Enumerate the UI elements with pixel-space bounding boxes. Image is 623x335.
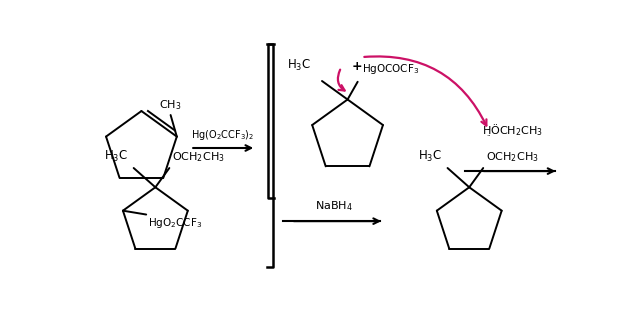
- Text: OCH$_2$CH$_3$: OCH$_2$CH$_3$: [487, 150, 539, 164]
- Text: H$_3$C: H$_3$C: [418, 149, 442, 164]
- Text: H$_3$C: H$_3$C: [104, 149, 128, 164]
- Text: H$_3$C: H$_3$C: [287, 57, 311, 73]
- Text: CH$_3$: CH$_3$: [159, 98, 182, 112]
- Text: NaBH$_4$: NaBH$_4$: [315, 200, 353, 213]
- Text: HgOCOCF$_3$: HgOCOCF$_3$: [361, 62, 419, 76]
- Text: HÖCH$_2$CH$_3$: HÖCH$_2$CH$_3$: [482, 122, 543, 138]
- Text: Hg(O$_2$CCF$_3$)$_2$: Hg(O$_2$CCF$_3$)$_2$: [191, 128, 254, 142]
- Text: ··: ··: [487, 127, 491, 133]
- Text: +: +: [351, 60, 362, 73]
- Text: ··: ··: [487, 134, 491, 140]
- Text: OCH$_2$CH$_3$: OCH$_2$CH$_3$: [173, 150, 225, 164]
- Text: HgO$_2$CCF$_3$: HgO$_2$CCF$_3$: [148, 216, 202, 230]
